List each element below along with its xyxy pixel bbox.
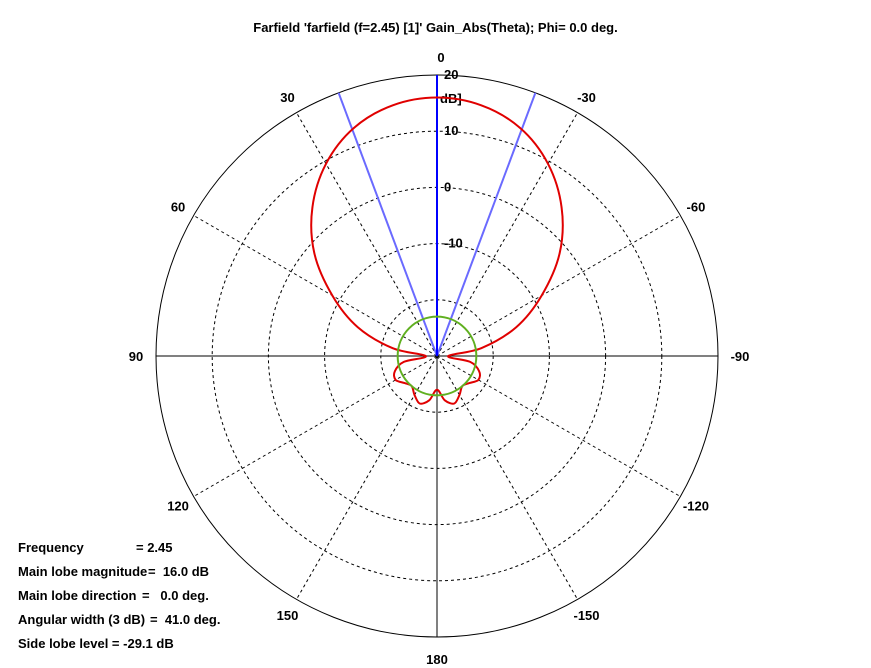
angle-tick-label: 30: [280, 90, 294, 105]
gain-data-point: [477, 379, 480, 381]
beam-edge-line: [436, 92, 537, 357]
grid-spoke: [296, 355, 438, 600]
grid-spoke: [436, 112, 578, 357]
gain-data-point: [447, 355, 450, 357]
info-magnitude-value: = 16.0 dB: [148, 564, 210, 579]
gain-data-point: [394, 379, 397, 381]
info-direction-label: Main lobe direction: [18, 588, 137, 603]
info-frequency: Frequency = 2.45: [18, 540, 220, 564]
gain-data-point: [392, 104, 394, 107]
reference-circle: [396, 315, 478, 397]
angle-tick-label: -30: [577, 90, 596, 105]
gain-data-point: [515, 326, 517, 329]
gain-data-point: [418, 402, 421, 405]
gain-data-point: [453, 402, 456, 405]
grid-spoke: [193, 355, 438, 497]
gain-data-point: [468, 382, 471, 384]
gain-data-point: [331, 294, 334, 297]
radial-tick-label: -10: [444, 236, 463, 251]
gain-data-point: [403, 382, 406, 384]
angle-tick-label: -150: [573, 608, 599, 623]
gain-data-point: [547, 163, 549, 165]
info-direction-value: = 0.0 deg.: [142, 588, 209, 603]
grid-spoke: [193, 215, 438, 357]
gain-data-point: [436, 96, 438, 99]
gain-data-point: [540, 294, 543, 297]
gain-data-point: [444, 399, 446, 402]
angle-tick-label: -120: [683, 499, 709, 514]
info-panel: Frequency = 2.45 Main lobe magnitude= 16.…: [18, 540, 220, 660]
info-width-value: = 41.0 deg.: [150, 612, 221, 627]
angle-tick-label: 60: [171, 200, 185, 215]
gain-data-point: [394, 370, 396, 373]
angle-tick-label: -60: [687, 200, 706, 215]
radial-tick-label: 0: [444, 179, 451, 194]
angle-tick-label: 120: [167, 499, 189, 514]
info-magnitude: Main lobe magnitude= 16.0 dB: [18, 564, 220, 588]
gain-data-point: [313, 252, 316, 254]
gain-data-point: [357, 326, 359, 329]
info-direction: Main lobe direction = 0.0 deg.: [18, 588, 220, 612]
info-frequency-value: = 2.45: [136, 540, 173, 555]
gain-data-point: [425, 355, 427, 357]
angle-tick-label: -90: [731, 349, 750, 364]
beam-edge-line: [337, 92, 438, 357]
gain-data-point: [413, 394, 416, 396]
info-width-label: Angular width (3 dB): [18, 612, 146, 627]
grid-spoke: [436, 355, 681, 497]
radial-tick-label: 10: [444, 123, 458, 138]
gain-data-point: [480, 104, 483, 107]
gain-data-point: [403, 361, 405, 363]
gain-data-point: [478, 370, 481, 373]
info-width: Angular width (3 dB) = 41.0 deg.: [18, 612, 220, 636]
gain-data-point: [428, 399, 431, 402]
info-frequency-label: Frequency: [18, 540, 84, 555]
gain-data-point: [558, 252, 561, 254]
gain-data-point: [458, 394, 461, 396]
gain-data-point: [436, 388, 438, 391]
gain-data-point: [311, 206, 314, 209]
gain-data-point: [353, 127, 355, 129]
angle-tick-label: 90: [129, 349, 143, 364]
gain-data-point: [519, 127, 521, 129]
gain-data-point: [560, 206, 563, 209]
angle-tick-label: 150: [277, 608, 299, 623]
grid-spoke: [436, 215, 681, 357]
gain-data-point: [469, 361, 472, 363]
gain-data-point: [480, 347, 483, 350]
info-sidelobe-text: Side lobe level = -29.1 dB: [18, 636, 174, 651]
chart-title: Farfield 'farfield (f=2.45) [1]' Gain_Ab…: [253, 20, 618, 35]
angle-tick-label: 0: [437, 50, 444, 65]
info-sidelobe: Side lobe level = -29.1 dB: [18, 636, 220, 660]
grid-spoke: [296, 112, 438, 357]
gain-data-point: [391, 347, 394, 350]
info-magnitude-label: Main lobe magnitude: [18, 564, 148, 579]
grid-spoke: [436, 355, 578, 600]
gain-data-point: [325, 163, 327, 165]
angle-tick-label: 180: [426, 652, 448, 667]
radial-tick-label: 20: [444, 67, 458, 82]
